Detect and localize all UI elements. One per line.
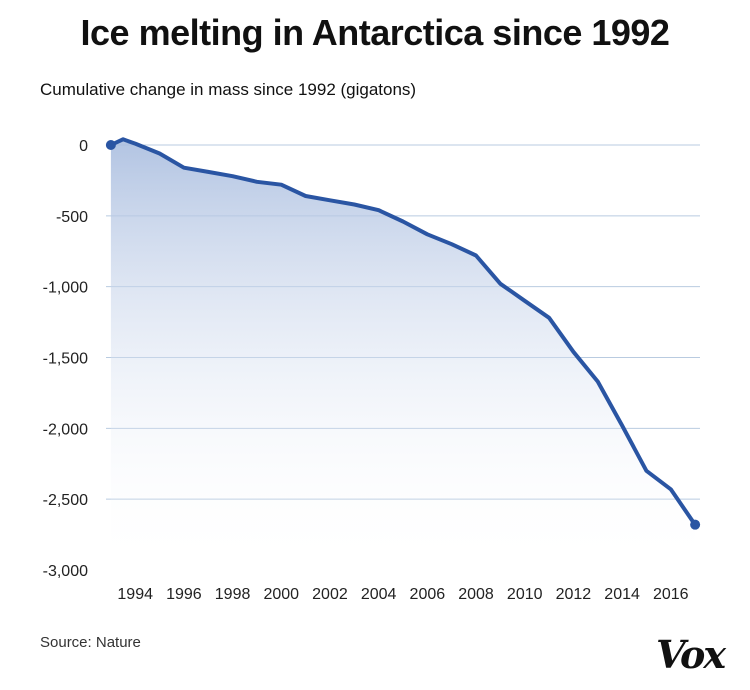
start-point-marker — [105, 140, 116, 150]
area-fill — [110, 139, 696, 571]
x-tick-label: 2004 — [361, 586, 397, 603]
y-tick-label: 0 — [79, 138, 88, 155]
x-tick-label: 2006 — [410, 586, 446, 603]
y-tick-label: -500 — [56, 209, 88, 226]
x-tick-label: 2002 — [312, 586, 348, 603]
vox-logo: Vox — [656, 632, 729, 676]
x-tick-label: 2008 — [458, 586, 494, 603]
x-tick-label: 2012 — [556, 586, 592, 603]
y-tick-label: -3,000 — [43, 563, 88, 580]
y-tick-label: -2,000 — [43, 421, 88, 438]
y-tick-label: -2,500 — [43, 492, 88, 509]
source-note: Source: Nature — [40, 634, 141, 651]
series-line — [108, 137, 698, 527]
y-axis-label: Cumulative change in mass since 1992 (gi… — [40, 80, 417, 99]
x-tick-label: 2010 — [507, 586, 543, 603]
x-tick-label: 2000 — [263, 586, 299, 603]
y-tick-label: -1,500 — [43, 351, 88, 368]
y-tick-labels: 0 -500 -1,000 -1,500 -2,000 -2,500 -3,000 — [43, 138, 88, 580]
chart-title: Ice melting in Antarctica since 1992 — [80, 12, 670, 53]
end-point-marker — [690, 519, 701, 530]
x-tick-label: 1994 — [117, 586, 153, 603]
x-tick-label: 2016 — [653, 586, 689, 603]
x-tick-label: 1998 — [215, 586, 251, 603]
x-tick-label: 1996 — [166, 586, 202, 603]
vox-logo-text: Vox — [656, 632, 727, 676]
y-tick-label: -1,000 — [43, 280, 88, 297]
x-tick-labels: 1994 1996 1998 2000 2002 2004 2006 2008 2010 2012… — [117, 586, 688, 603]
x-tick-label: 2014 — [604, 586, 640, 603]
